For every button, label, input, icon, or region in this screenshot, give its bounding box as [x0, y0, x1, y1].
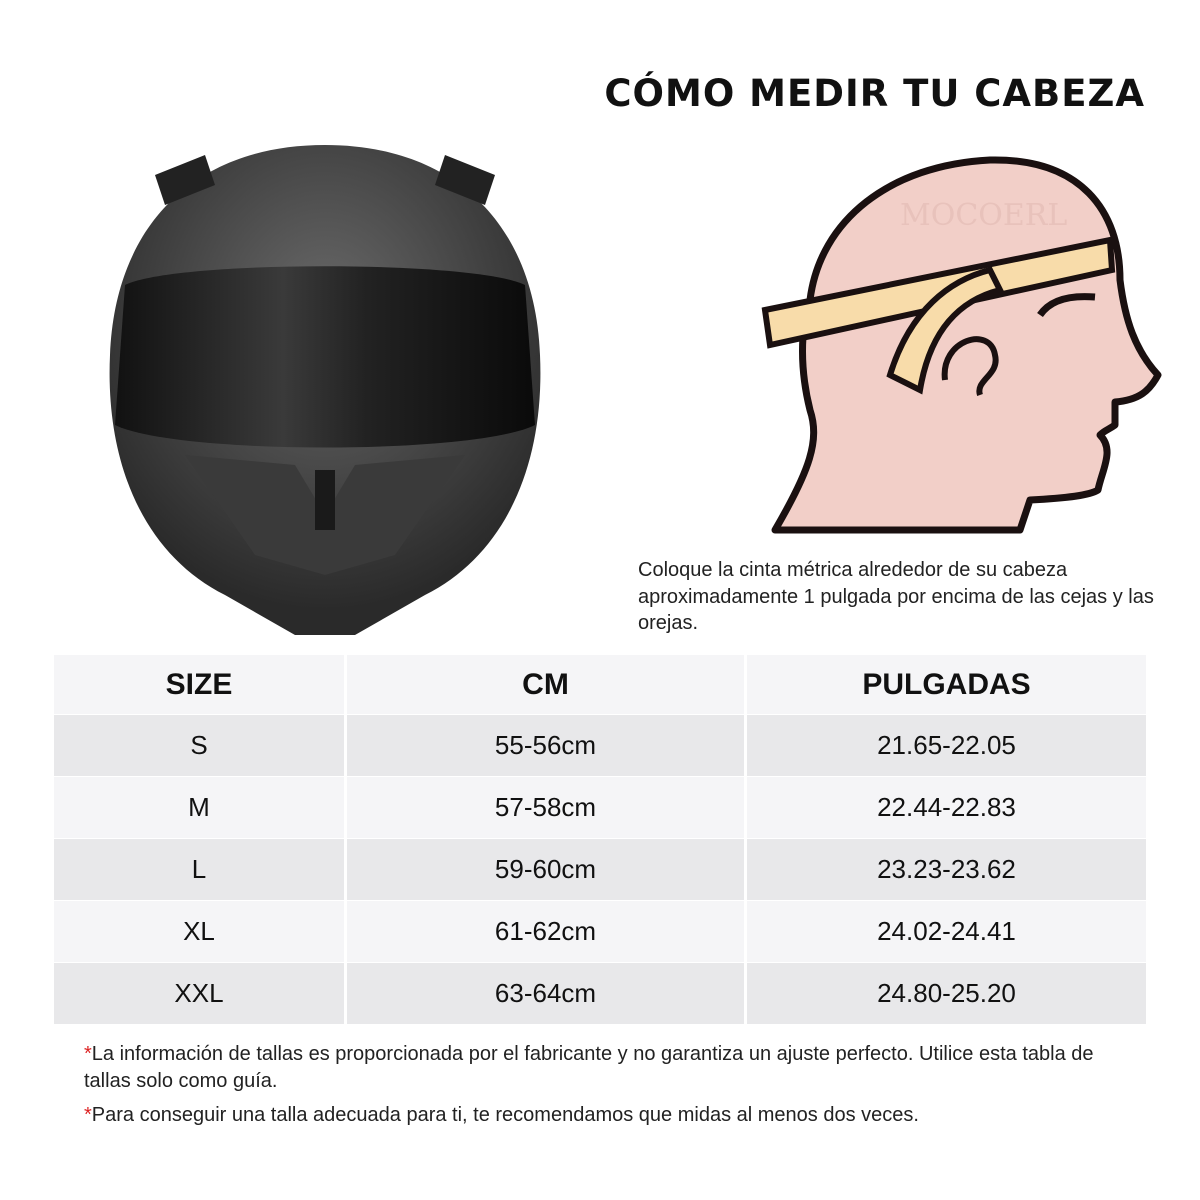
table-row: XL 61-62cm 24.02-24.41 [54, 900, 1146, 963]
size-chart-table: SIZE CM PULGADAS S 55-56cm 21.65-22.05 M… [54, 655, 1146, 1025]
head-measurement-illustration: MOCOERL [761, 156, 1162, 534]
cell-pulgadas: 24.80-25.20 [745, 962, 1146, 1025]
table-row: XXL 63-64cm 24.80-25.20 [54, 962, 1146, 1025]
cell-size: XL [54, 900, 347, 963]
cell-size: L [54, 838, 347, 901]
watermark-logo: MOCOERL [900, 198, 1067, 233]
cell-size: M [54, 776, 347, 839]
cell-pulgadas: 24.02-24.41 [745, 900, 1146, 963]
cell-cm: 55-56cm [345, 714, 747, 777]
asterisk-mark: * [84, 1043, 92, 1065]
cell-pulgadas: 22.44-22.83 [745, 776, 1146, 839]
cell-cm: 63-64cm [345, 962, 747, 1025]
cell-pulgadas: 23.23-23.62 [745, 838, 1146, 901]
header-pulgadas: PULGADAS [745, 655, 1146, 715]
measurement-instruction: Coloque la cinta métrica alrededor de su… [638, 559, 1154, 634]
table-row: S 55-56cm 21.65-22.05 [54, 714, 1146, 777]
cell-cm: 59-60cm [345, 838, 747, 901]
cell-pulgadas: 21.65-22.05 [745, 714, 1146, 777]
note-text: La información de tallas es proporcionad… [84, 1043, 1094, 1092]
table-row: M 57-58cm 22.44-22.83 [54, 776, 1146, 839]
cell-cm: 61-62cm [345, 900, 747, 963]
header-cm: CM [345, 655, 747, 715]
cell-cm: 57-58cm [345, 776, 747, 839]
cell-size: XXL [54, 962, 347, 1025]
cell-size: S [54, 714, 347, 777]
table-row: L 59-60cm 23.23-23.62 [54, 838, 1146, 901]
note-text: Para conseguir una talla adecuada para t… [91, 1104, 919, 1126]
disclaimer-note: *La información de tallas es proporciona… [84, 1041, 1144, 1095]
asterisk-mark: * [84, 1104, 92, 1126]
helmet-image [109, 145, 541, 635]
table-header-row: SIZE CM PULGADAS [54, 655, 1146, 715]
header-size: SIZE [54, 655, 347, 715]
page-title: CÓMO MEDIR TU CABEZA [604, 72, 1145, 115]
measure-twice-note: *Para conseguir una talla adecuada para … [84, 1102, 1144, 1129]
